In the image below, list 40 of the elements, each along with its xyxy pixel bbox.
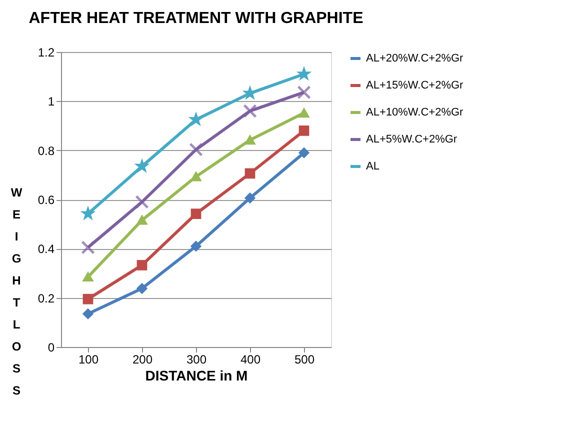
point <box>244 192 256 204</box>
point <box>82 272 94 282</box>
legend-label: AL <box>366 160 380 172</box>
point <box>81 240 95 254</box>
point <box>189 142 203 157</box>
point <box>244 168 256 179</box>
y-tick-label: 1.2 <box>38 46 55 60</box>
y-tick-label: 0.8 <box>38 144 55 158</box>
point <box>298 125 310 136</box>
chart-title: AFTER HEAT TREATMENT WITH GRAPHITE <box>28 10 364 27</box>
x-tick-label: 500 <box>294 352 315 366</box>
legend-label: AL+15%W.C+2%Gr <box>366 80 464 92</box>
point <box>82 308 94 319</box>
x-axis-title: DISTANCE in M <box>145 368 248 384</box>
point <box>243 104 257 118</box>
legend-label: AL+10%W.C+2%Gr <box>366 106 464 118</box>
y-tick-label: 0.2 <box>38 291 55 306</box>
x-tick-label: 200 <box>132 352 153 366</box>
x-tick-label: 400 <box>240 352 261 366</box>
x-tick-label: 300 <box>186 352 207 366</box>
text: WEIGHT LOSS <box>10 186 22 398</box>
point <box>298 148 310 158</box>
y-tick-label: 0.6 <box>38 193 55 207</box>
point <box>298 108 310 118</box>
point <box>190 208 202 219</box>
y-tick-label: 0 <box>48 340 55 354</box>
point <box>82 294 94 304</box>
point <box>244 135 256 145</box>
y-tick-label: 1 <box>48 94 55 109</box>
point <box>190 172 202 182</box>
point <box>190 241 202 252</box>
point <box>135 195 149 209</box>
y-tick-label: 0.4 <box>38 242 55 256</box>
x-tick-label: 100 <box>78 352 99 366</box>
legend-label: AL+5%W.C+2%Gr <box>366 134 458 146</box>
point <box>297 85 311 100</box>
point <box>136 260 148 270</box>
legend-label: AL+20%W.C+2%Gr <box>366 52 464 64</box>
point <box>136 216 148 225</box>
point <box>136 283 148 294</box>
